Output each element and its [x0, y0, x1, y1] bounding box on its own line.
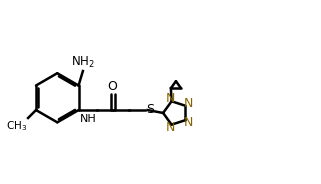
- Text: N: N: [166, 92, 175, 105]
- Text: O: O: [108, 80, 117, 93]
- Text: NH: NH: [80, 114, 96, 124]
- Text: S: S: [146, 103, 154, 116]
- Text: NH$_2$: NH$_2$: [71, 55, 95, 70]
- Text: N: N: [184, 97, 193, 110]
- Text: N: N: [184, 116, 193, 129]
- Text: N: N: [166, 121, 175, 134]
- Text: CH$_3$: CH$_3$: [6, 119, 27, 132]
